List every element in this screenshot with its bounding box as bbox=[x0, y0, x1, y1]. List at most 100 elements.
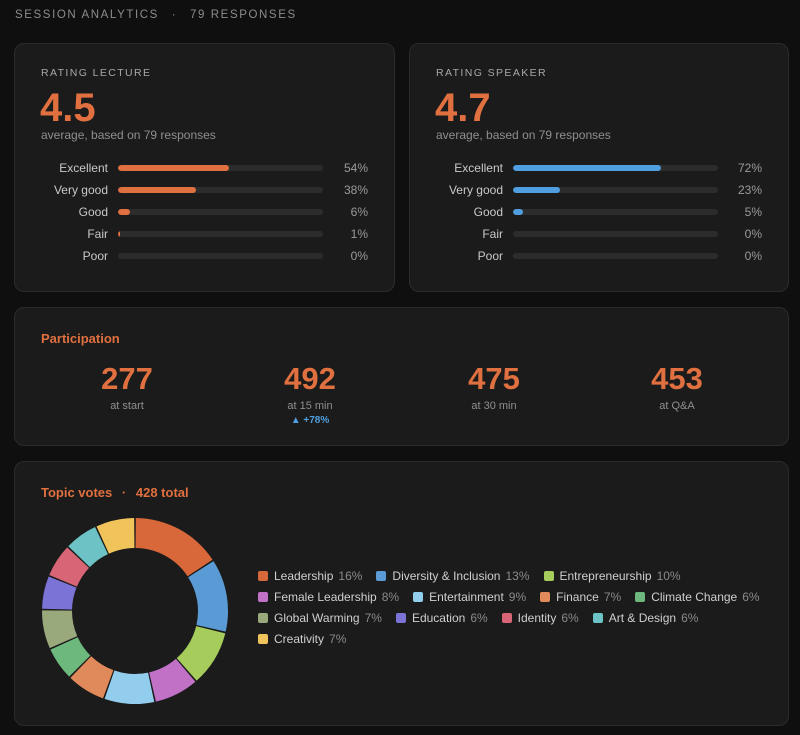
legend-percent: 13% bbox=[505, 568, 530, 583]
stat-value: 277 bbox=[101, 361, 153, 396]
rating-rows: Excellent 72% Very good 23% Good 5% Fair… bbox=[410, 157, 788, 267]
legend-swatch bbox=[258, 591, 268, 602]
topic-votes-card: Topic votes · 428 total Leadership 16% Div… bbox=[14, 461, 789, 726]
legend-swatch bbox=[413, 591, 424, 602]
legend-item[interactable]: Entrepreneurship 10% bbox=[543, 568, 681, 583]
rating-label: Very good bbox=[53, 183, 108, 197]
stat-label: at Q&A bbox=[659, 400, 695, 412]
legend-item[interactable]: Leadership 16% bbox=[258, 568, 362, 583]
rating-label: Poor bbox=[82, 249, 108, 263]
legend-item[interactable]: Creativity 7% bbox=[258, 631, 346, 646]
rating-percent: 0% bbox=[350, 249, 368, 263]
rating-label: Very good bbox=[448, 183, 503, 197]
legend-label: Diversity & Inclusion bbox=[392, 568, 501, 583]
rating-bar-fill bbox=[118, 187, 196, 193]
rating-label: Good bbox=[473, 205, 503, 219]
donut-slice-entertainment[interactable] bbox=[104, 670, 155, 704]
donut-slice-diversity-inclusion[interactable] bbox=[188, 561, 228, 632]
legend-item[interactable]: Entertainment 9% bbox=[413, 589, 526, 604]
legend-label: Leadership bbox=[274, 568, 334, 583]
header-title: SESSION ANALYTICS bbox=[15, 9, 159, 21]
rating-bar bbox=[513, 253, 718, 259]
rating-percent: 72% bbox=[737, 161, 762, 175]
rating-bar bbox=[118, 165, 323, 171]
rating-bar bbox=[118, 209, 323, 215]
donut-slice-climate-change[interactable] bbox=[50, 637, 91, 677]
rating-row: Very good 23% bbox=[410, 179, 788, 201]
rating-bar-fill bbox=[513, 165, 661, 171]
legend-label: Education bbox=[411, 610, 466, 625]
topic-total: 428 total bbox=[135, 485, 189, 500]
legend-label: Identity bbox=[517, 610, 557, 625]
rating-row: Excellent 72% bbox=[410, 157, 788, 179]
legend-label: Entrepreneurship bbox=[559, 568, 652, 583]
rating-row: Good 5% bbox=[410, 201, 788, 223]
participation-card: Participation 277 at start 492 at 15 min… bbox=[14, 307, 789, 446]
legend-item[interactable]: Climate Change 6% bbox=[635, 589, 760, 604]
legend-label: Female Leadership bbox=[274, 589, 377, 604]
legend-item[interactable]: Art & Design 6% bbox=[592, 610, 698, 625]
header-responses: 79 RESPONSES bbox=[189, 9, 297, 21]
stat-delta-badge: ▲ +78% bbox=[290, 415, 330, 426]
legend-percent: 7% bbox=[603, 589, 622, 604]
donut-slice-female-leadership[interactable] bbox=[149, 658, 196, 702]
stat-at-30-min: 475 at 30 min bbox=[414, 361, 574, 412]
topic-legend: Leadership 16% Diversity & Inclusion 13% Ent… bbox=[258, 568, 778, 646]
donut-slice-entrepreneurship[interactable] bbox=[176, 626, 226, 681]
topic-separator: · bbox=[121, 485, 127, 500]
participation-title: Participation bbox=[41, 331, 120, 346]
card-label: RATING LECTURE bbox=[41, 67, 152, 79]
donut-slice-creativity[interactable] bbox=[96, 518, 135, 554]
legend-item[interactable]: Finance 7% bbox=[540, 589, 621, 604]
legend-percent: 10% bbox=[656, 568, 681, 583]
rating-row: Very good 38% bbox=[15, 179, 394, 201]
legend-swatch bbox=[635, 591, 646, 602]
rating-bar bbox=[513, 231, 718, 237]
rating-percent: 38% bbox=[343, 183, 368, 197]
legend-label: Entertainment bbox=[429, 589, 504, 604]
rating-label: Fair bbox=[482, 227, 503, 241]
score-caption: average, based on 79 responses bbox=[436, 128, 611, 142]
stat-value: 475 bbox=[468, 361, 520, 396]
legend-percent: 6% bbox=[470, 610, 488, 625]
rating-bar bbox=[513, 209, 718, 215]
rating-percent: 23% bbox=[737, 183, 762, 197]
stat-at-15-min: 492 at 15 min ▲ +78% bbox=[230, 361, 390, 426]
legend-item[interactable]: Diversity & Inclusion 13% bbox=[376, 568, 530, 583]
legend-item[interactable]: Identity 6% bbox=[501, 610, 579, 625]
rating-label: Excellent bbox=[59, 161, 108, 175]
rating-percent: 5% bbox=[744, 205, 762, 219]
donut-slice-global-warming[interactable] bbox=[42, 610, 78, 649]
legend-label: Global Warming bbox=[274, 610, 360, 625]
stat-label: at 30 min bbox=[471, 400, 517, 412]
donut-slice-leadership[interactable] bbox=[135, 518, 213, 577]
rating-bar-fill bbox=[118, 209, 131, 215]
stat-value: 492 bbox=[284, 361, 336, 396]
donut-slice-identity[interactable] bbox=[49, 547, 90, 587]
legend-label: Climate Change bbox=[651, 589, 738, 604]
donut-slice-finance[interactable] bbox=[70, 656, 114, 699]
rating-label: Excellent bbox=[454, 161, 503, 175]
average-score: 4.5 bbox=[40, 86, 96, 130]
legend-item[interactable]: Global Warming 7% bbox=[258, 610, 382, 625]
topic-votes-title: Topic votes · 428 total bbox=[41, 485, 189, 500]
legend-label: Finance bbox=[556, 589, 599, 604]
legend-item[interactable]: Female Leadership 8% bbox=[258, 589, 399, 604]
legend-percent: 6% bbox=[561, 610, 579, 625]
legend-item[interactable]: Education 6% bbox=[395, 610, 488, 625]
rating-bar bbox=[513, 187, 718, 193]
rating-row: Poor 0% bbox=[410, 245, 788, 267]
score-caption: average, based on 79 responses bbox=[41, 128, 216, 142]
stat-label: at 15 min bbox=[287, 400, 333, 412]
rating-rows: Excellent 54% Very good 38% Good 6% Fair… bbox=[15, 157, 394, 267]
legend-percent: 7% bbox=[329, 631, 347, 646]
rating-percent: 54% bbox=[343, 161, 368, 175]
rating-bar-fill bbox=[513, 187, 561, 193]
rating-percent: 6% bbox=[350, 205, 368, 219]
donut-slice-art-design[interactable] bbox=[68, 527, 108, 568]
rating-row: Fair 0% bbox=[410, 223, 788, 245]
legend-swatch bbox=[258, 633, 268, 644]
donut-slice-education[interactable] bbox=[42, 576, 77, 610]
rating-lecture-card: RATING LECTURE 4.5 average, based on 79 … bbox=[14, 43, 395, 292]
rating-bar bbox=[513, 165, 718, 171]
